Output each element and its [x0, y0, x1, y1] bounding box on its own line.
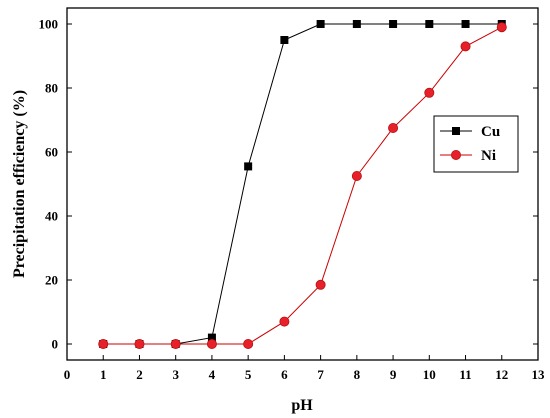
ni-series-line	[103, 26, 503, 345]
cu-point-4	[244, 162, 253, 171]
cu-point-3	[207, 333, 216, 342]
legend-ni-label: Ni	[481, 148, 496, 164]
y-tick-label-4: 80	[45, 81, 58, 96]
x-tick-label-10: 10	[423, 367, 436, 382]
cu-point-9	[425, 20, 434, 28]
x-tick-label-3: 3	[172, 367, 179, 382]
ni-point-7	[351, 170, 362, 181]
cu-series-line	[103, 23, 502, 345]
x-tick-label-4: 4	[209, 367, 216, 382]
legend-box	[433, 115, 519, 173]
y-tick-label-0: 0	[52, 337, 59, 352]
x-tick-label-8: 8	[354, 367, 361, 382]
x-axis-ticks: 0 1 2 3 4 5 6 7 8 9 10 11 12 13	[64, 355, 545, 382]
plot-frame	[66, 7, 539, 361]
x-axis-title: pH	[291, 397, 313, 414]
x-tick-label-11: 11	[459, 367, 471, 382]
ni-point-1	[134, 338, 145, 349]
x-tick-label-9: 9	[390, 367, 397, 382]
cu-point-10	[461, 20, 470, 28]
y-axis-ticks: 0 20 40 60 80 100	[39, 17, 538, 352]
cu-point-5	[280, 36, 289, 44]
cu-point-6	[316, 20, 325, 28]
x-tick-label-0: 0	[64, 367, 71, 382]
series-layer	[98, 20, 507, 349]
x-tick-label-2: 2	[136, 367, 143, 382]
x-tick-label-6: 6	[281, 367, 288, 382]
y-tick-label-2: 40	[45, 209, 58, 224]
legend-ni-marker	[450, 149, 461, 160]
y-axis-title: Precipitation efficiency (%)	[11, 90, 28, 278]
x-tick-label-7: 7	[317, 367, 324, 382]
ni-point-9	[424, 87, 435, 98]
ni-point-8	[388, 123, 399, 134]
ni-point-4	[243, 338, 254, 349]
x-tick-label-1: 1	[100, 367, 107, 382]
ni-point-10	[460, 41, 471, 52]
y-tick-label-1: 20	[45, 273, 58, 288]
y-tick-label-3: 60	[45, 145, 58, 160]
legend-cu-marker	[452, 127, 460, 135]
ni-point-3	[206, 338, 217, 349]
ni-point-11	[496, 22, 507, 33]
x-tick-label-5: 5	[245, 367, 252, 382]
cu-point-8	[389, 20, 398, 28]
cu-point-7	[352, 20, 361, 28]
ni-point-6	[315, 279, 326, 290]
y-tick-label-5: 100	[39, 17, 59, 32]
ni-point-5	[279, 316, 290, 327]
legend-cu-label: Cu	[481, 124, 500, 140]
ni-point-2	[170, 338, 181, 349]
ni-point-0	[98, 338, 109, 349]
x-tick-label-13: 13	[532, 367, 546, 382]
x-tick-label-12: 12	[495, 367, 508, 382]
legend: Cu Ni	[433, 115, 519, 173]
